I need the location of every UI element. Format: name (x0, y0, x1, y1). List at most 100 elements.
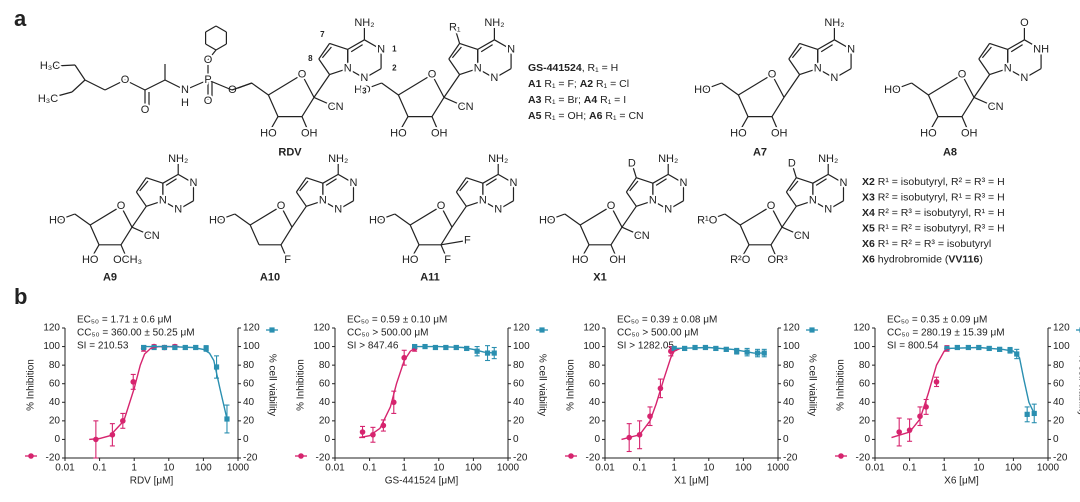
x-tick-label: 100 (1005, 463, 1022, 474)
bond (497, 173, 514, 184)
atom-label: OH (771, 127, 788, 139)
atom-label: N (649, 195, 657, 207)
legend-segment: R₁ = I (597, 94, 626, 106)
bond (146, 177, 164, 184)
annotation: EC₅₀ = 1.71 ± 0.6 μM (77, 315, 172, 326)
bond (231, 82, 253, 91)
fit-curve (674, 346, 765, 354)
y-tick-label: 40 (319, 397, 331, 408)
atom-label: N (809, 195, 817, 207)
annotation: EC₅₀ = 0.35 ± 0.09 μM (887, 315, 987, 326)
legend-line: X5 R¹ = R² = isobutyryl, R³ = H (862, 222, 1005, 234)
y2-tick-label: 60 (783, 378, 795, 389)
bond (799, 42, 818, 50)
legend-segment: R¹ = R² = R³ = isobutyryl (875, 238, 991, 250)
y2-tick-label: 20 (513, 415, 525, 426)
bond (318, 58, 331, 75)
bond (207, 79, 233, 91)
compound-name: A11 (420, 272, 440, 284)
bond (120, 226, 133, 246)
bond (139, 180, 149, 192)
bond (398, 74, 433, 96)
bond (74, 64, 86, 81)
legend-line: X3 R² = isobutyryl, R¹ = R³ = H (862, 191, 1005, 203)
bond (49, 91, 73, 99)
bond (440, 239, 468, 246)
bond (961, 74, 975, 98)
atom-label: HO (49, 215, 66, 227)
legend-segment: R¹ = isobutyryl, R² = R³ = H (875, 176, 1005, 188)
bond (785, 177, 797, 193)
atom-label: HO (694, 84, 711, 96)
atom-label: NH₂ (168, 153, 188, 165)
atom-number: 1 (392, 45, 397, 54)
y-tick-label: 40 (49, 397, 61, 408)
bond (454, 27, 461, 44)
bond (546, 213, 566, 222)
x-tick-label: 10 (703, 463, 715, 474)
bond (376, 213, 396, 222)
y2-tick-label: 120 (243, 323, 260, 334)
atom-label: F (464, 234, 471, 246)
data-point (906, 427, 913, 433)
bond (466, 177, 484, 184)
y2-tick-label: 120 (1053, 323, 1070, 334)
x-tick-label: 0.1 (903, 463, 917, 474)
bond (973, 96, 996, 108)
data-point (130, 379, 137, 385)
y-tick-label: 60 (49, 378, 61, 389)
y-tick-label: 80 (589, 360, 601, 371)
bond (313, 96, 336, 108)
x-tick-label: 0.01 (55, 463, 75, 474)
atom-label: CN (988, 101, 1004, 113)
series-key (298, 453, 304, 459)
y2-tick-label: 120 (513, 323, 530, 334)
bond (812, 173, 829, 184)
bond (54, 64, 76, 67)
compound-name: A9 (103, 272, 117, 284)
bond (1024, 68, 1042, 79)
annotation: SI > 1282.05 (617, 341, 674, 352)
bond (629, 180, 639, 192)
atom-label: O (204, 54, 213, 66)
bond (440, 206, 453, 228)
y-tick-label: -20 (856, 453, 871, 464)
bond (301, 97, 315, 117)
atom-label: CN (328, 101, 344, 113)
y-tick-label: -20 (46, 453, 61, 464)
x-tick-label: 1 (671, 463, 677, 474)
bond (739, 224, 750, 246)
legend-segment: R₁ = Cl (593, 78, 629, 90)
bond (477, 39, 495, 50)
atom-number: 8 (308, 54, 313, 63)
bond (961, 97, 975, 117)
atom-label: N (159, 195, 167, 207)
atom-label: H (181, 97, 189, 109)
atom-label: N (1020, 72, 1028, 84)
atom-label: O (1020, 17, 1029, 29)
bond (771, 74, 785, 98)
atom-label: R²O (730, 254, 751, 266)
bond (164, 79, 186, 91)
legend-line: A3 R₁ = Br; A4 R₁ = I (528, 94, 626, 106)
x-tick-label: 100 (735, 463, 752, 474)
y2-tick-label: 100 (243, 341, 260, 352)
bond (631, 163, 637, 178)
bond (124, 79, 146, 91)
atom-label: HO (369, 215, 386, 227)
y2-axis-label: % cell viability (806, 354, 817, 416)
y2-axis-label: % cell viability (266, 354, 277, 416)
bond (610, 226, 623, 246)
bond (827, 173, 844, 184)
atom-label: NH₂ (328, 153, 348, 165)
annotation: CC₅₀ = 280.19 ± 15.39 μM (887, 328, 1005, 339)
bond (739, 205, 772, 226)
bond (397, 116, 409, 134)
legend-segment: R₁ = CN (602, 110, 643, 122)
bond (770, 244, 779, 261)
atom-label: HO (390, 127, 407, 139)
atom-label: O (428, 69, 437, 81)
atom-label: R₁ (449, 22, 461, 34)
legend-segment: VV116 (948, 253, 979, 265)
